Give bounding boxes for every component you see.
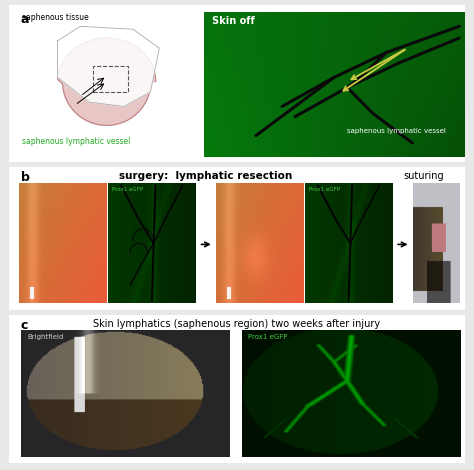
FancyBboxPatch shape bbox=[0, 1, 474, 165]
Polygon shape bbox=[58, 38, 156, 125]
Text: suturing: suturing bbox=[403, 171, 444, 181]
Text: c: c bbox=[21, 319, 28, 332]
Text: Prox1 eGFP: Prox1 eGFP bbox=[248, 334, 288, 340]
FancyBboxPatch shape bbox=[0, 312, 474, 466]
Text: Prox1 eGFP: Prox1 eGFP bbox=[112, 187, 144, 192]
Text: a: a bbox=[21, 13, 29, 25]
Text: b: b bbox=[21, 171, 30, 184]
FancyBboxPatch shape bbox=[0, 164, 474, 313]
Text: saphenous lymphatic vessel: saphenous lymphatic vessel bbox=[347, 128, 446, 134]
Text: surgery:  lymphatic resection: surgery: lymphatic resection bbox=[118, 171, 292, 181]
Polygon shape bbox=[57, 26, 159, 106]
Text: Brightfield: Brightfield bbox=[27, 334, 64, 340]
Text: saphenous lymphatic vessel: saphenous lymphatic vessel bbox=[22, 137, 131, 146]
Text: Skin off: Skin off bbox=[211, 16, 255, 26]
Text: Prox1 eGFP: Prox1 eGFP bbox=[309, 187, 340, 192]
Text: Skin lymphatics (saphenous region) two weeks after injury: Skin lymphatics (saphenous region) two w… bbox=[93, 319, 381, 329]
Text: saphenous tissue: saphenous tissue bbox=[22, 13, 89, 22]
